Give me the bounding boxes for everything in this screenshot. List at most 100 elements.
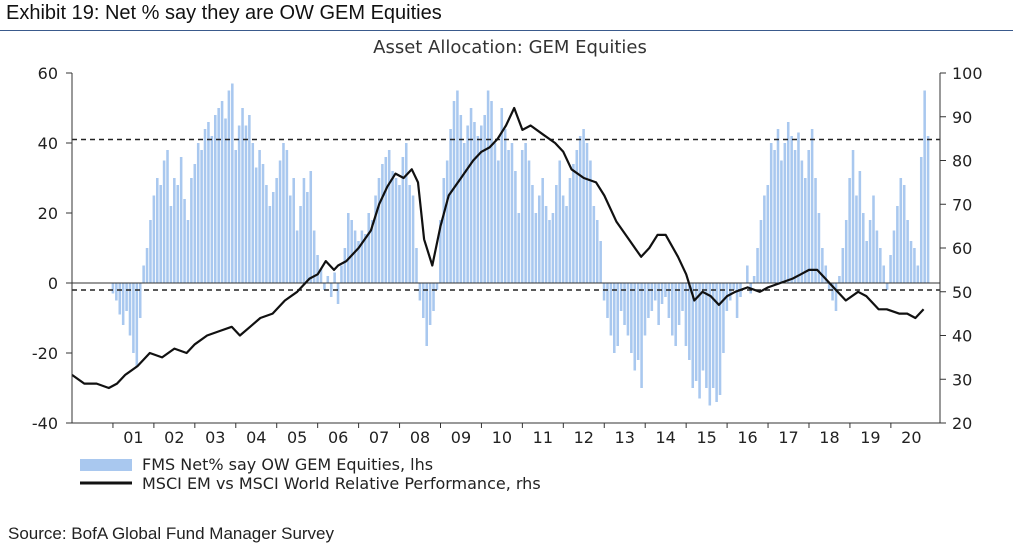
chart-bar — [278, 160, 282, 283]
legend-label-bars: FMS Net% say OW GEM Equities, lhs — [142, 455, 433, 474]
chart-bar — [350, 220, 353, 283]
chart-bar — [411, 195, 415, 283]
chart-bar — [595, 220, 599, 283]
chart-bar — [149, 220, 152, 283]
legend: FMS Net% say OW GEM Equities, lhs MSCI E… — [80, 455, 541, 493]
chart-bar — [558, 160, 562, 283]
chart-bar — [306, 192, 309, 283]
chart-bar — [135, 283, 139, 367]
chart-bar — [520, 150, 524, 283]
chart-bar — [626, 283, 630, 336]
chart-bar — [364, 234, 367, 283]
chart-bar — [258, 150, 261, 283]
chart-bar — [422, 283, 425, 318]
chart-bar — [480, 125, 483, 283]
reference-lines-layer — [72, 138, 940, 291]
chart-bar — [561, 195, 565, 283]
bars-layer — [111, 83, 930, 406]
chart-bar — [145, 248, 149, 283]
y-right-tick-label: 60 — [952, 239, 972, 258]
y-right-tick-label: 20 — [952, 414, 972, 433]
chart-bar — [643, 283, 647, 336]
chart-bar — [838, 276, 841, 283]
chart-bar — [490, 101, 493, 283]
chart-bar — [459, 115, 463, 283]
chart-bar — [633, 283, 637, 371]
chart-bar — [510, 143, 514, 283]
legend-label-line: MSCI EM vs MSCI World Relative Performan… — [142, 474, 541, 493]
chart-bar — [555, 185, 558, 283]
chart-bar — [418, 283, 422, 301]
chart-bar — [210, 136, 214, 283]
chart-bar — [674, 283, 677, 346]
chart-bar — [486, 90, 490, 283]
chart-bar — [892, 230, 896, 283]
line-layer — [71, 106, 925, 390]
chart-bar — [309, 171, 313, 283]
x-tick-label: 09 — [451, 428, 471, 447]
chart-bar — [353, 230, 357, 283]
chart-bar — [647, 283, 650, 318]
chart-bar — [889, 255, 892, 283]
chart: Asset Allocation: GEM Equities -40-20020… — [32, 37, 983, 493]
chart-bar — [118, 283, 122, 315]
chart-bar — [360, 230, 364, 283]
chart-bar — [224, 118, 227, 283]
chart-bar — [285, 150, 289, 283]
chart-bar — [769, 143, 773, 283]
x-tick-label: 19 — [860, 428, 880, 447]
chart-bar — [213, 115, 217, 283]
x-tick-label: 17 — [778, 428, 798, 447]
chart-bar — [875, 230, 879, 283]
chart-bar — [684, 283, 688, 346]
chart-bar — [227, 90, 231, 283]
exhibit-title: Exhibit 19: Net % say they are OW GEM Eq… — [6, 2, 442, 24]
chart-bar — [534, 213, 538, 283]
chart-bar — [381, 164, 384, 283]
chart-bar — [254, 167, 258, 283]
chart-bar — [841, 248, 845, 283]
source-note: Source: BofA Global Fund Manager Survey — [8, 524, 335, 543]
chart-bar — [630, 283, 633, 353]
chart-bar — [821, 248, 824, 283]
chart-bar — [514, 171, 517, 283]
chart-bar — [452, 101, 456, 283]
x-tick-label: 05 — [287, 428, 307, 447]
x-tick-label: 14 — [655, 428, 675, 447]
x-tick-label: 01 — [123, 428, 143, 447]
chart-bar — [500, 108, 504, 283]
chart-bar — [711, 283, 715, 388]
y-left-tick-label: 20 — [38, 204, 58, 223]
chart-bar — [295, 230, 299, 283]
chart-bar — [282, 143, 285, 283]
chart-bar — [115, 283, 118, 301]
chart-bar — [667, 283, 671, 318]
chart-bar — [193, 164, 197, 283]
chart-bar — [906, 220, 909, 283]
chart-bar — [234, 150, 238, 283]
chart-bar — [476, 136, 480, 283]
chart-bar — [374, 195, 377, 283]
chart-bar — [882, 265, 886, 283]
x-tick-label: 02 — [164, 428, 184, 447]
chart-bar — [425, 283, 428, 346]
title-divider — [0, 30, 1013, 31]
chart-bar — [606, 283, 609, 318]
chart-bar — [834, 283, 838, 311]
chart-bar — [404, 143, 408, 283]
chart-bar — [582, 129, 585, 283]
chart-bar — [415, 248, 418, 283]
chart-bar — [231, 83, 234, 283]
chart-bar — [698, 283, 701, 399]
chart-bar — [302, 178, 306, 283]
chart-bar — [401, 157, 405, 283]
y-left-tick-label: 60 — [38, 64, 58, 83]
chart-bar — [166, 150, 169, 283]
chart-bar — [844, 220, 848, 283]
chart-bar — [827, 283, 831, 290]
chart-bar — [156, 178, 159, 283]
x-tick-label: 11 — [533, 428, 553, 447]
chart-bar — [186, 220, 190, 283]
chart-bar — [885, 283, 889, 290]
chart-bar — [394, 178, 398, 283]
